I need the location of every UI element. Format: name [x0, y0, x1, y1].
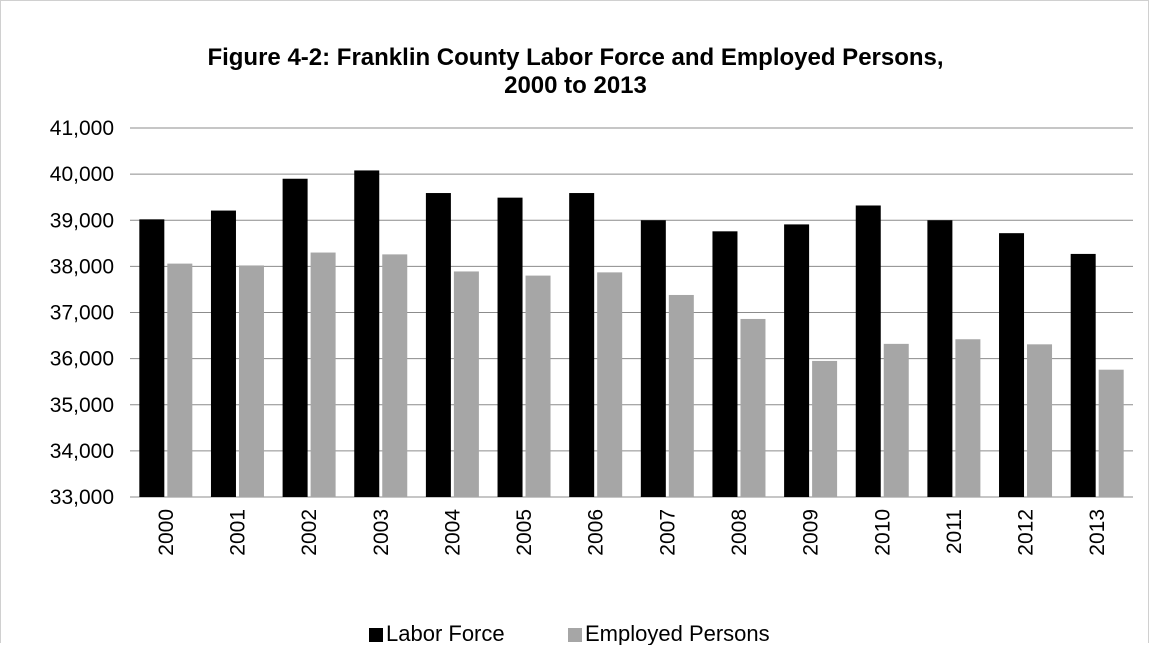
x-tick-label: 2011 — [943, 509, 966, 554]
x-tick-label: 2009 — [800, 509, 823, 556]
bar-employed-persons — [883, 343, 909, 497]
bar-employed-persons — [238, 265, 264, 497]
bar-labor-force — [210, 210, 236, 497]
y-tick-label: 34,000 — [50, 440, 114, 463]
x-tick-label: 2013 — [1086, 509, 1109, 556]
x-tick-label: 2010 — [871, 509, 894, 556]
chart-title-line-1: Figure 4-2: Franklin County Labor Force … — [207, 44, 944, 71]
bar-employed-persons — [812, 360, 838, 497]
bar-labor-force — [784, 224, 810, 497]
bar-labor-force — [139, 219, 165, 497]
x-tick-label: 2012 — [1015, 509, 1038, 556]
bar-labor-force — [354, 170, 380, 497]
bar-employed-persons — [1098, 369, 1124, 497]
bar-employed-persons — [310, 252, 336, 497]
legend-label-labor-force: Labor Force — [386, 621, 505, 645]
chart-title-line-2: 2000 to 2013 — [504, 72, 647, 99]
bar-employed-persons — [525, 275, 551, 497]
y-tick-label: 39,000 — [50, 209, 114, 232]
bar-employed-persons — [668, 294, 694, 497]
bar-labor-force — [497, 197, 523, 497]
legend: Labor Force Employed Persons — [369, 621, 770, 645]
x-tick-label: 2000 — [155, 509, 178, 556]
y-tick-label: 36,000 — [50, 348, 114, 371]
gridlines — [130, 127, 1133, 498]
y-axis-labels: 33,000 34,000 35,000 36,000 37,000 38,000 39,0… — [50, 117, 114, 509]
x-axis-labels: 2000 2001 2002 2003 2004 2005 2006 2007 2008 2009… — [155, 509, 1109, 556]
chart-title: Figure 4-2: Franklin County Labor Force … — [0, 44, 1151, 100]
bar-employed-persons — [1027, 344, 1053, 497]
bar-employed-persons — [382, 254, 408, 497]
bar-employed-persons — [740, 318, 766, 497]
bar-labor-force — [569, 193, 595, 497]
bar-employed-persons — [955, 339, 981, 497]
y-tick-label: 35,000 — [50, 394, 114, 417]
x-tick-label: 2005 — [513, 509, 536, 556]
bar-labor-force — [999, 233, 1025, 498]
bar-labor-force — [425, 193, 451, 497]
bar-employed-persons — [597, 272, 623, 497]
bars — [139, 170, 1124, 498]
y-tick-label: 40,000 — [50, 163, 114, 186]
x-tick-label: 2001 — [226, 509, 249, 556]
x-tick-label: 2008 — [728, 509, 751, 556]
y-tick-label: 41,000 — [50, 117, 114, 140]
x-tick-label: 2003 — [370, 509, 393, 556]
bar-labor-force — [855, 205, 881, 498]
bar-labor-force — [1070, 253, 1096, 497]
bar-employed-persons — [453, 271, 479, 497]
legend-swatch-labor-force — [369, 628, 383, 642]
bar-employed-persons — [167, 263, 193, 497]
y-tick-label: 38,000 — [50, 255, 114, 278]
x-tick-label: 2004 — [441, 509, 464, 556]
bar-labor-force — [927, 220, 953, 497]
bar-labor-force — [640, 220, 666, 497]
y-tick-label: 37,000 — [50, 302, 114, 325]
legend-label-employed-persons: Employed Persons — [585, 621, 770, 645]
x-tick-label: 2006 — [585, 509, 608, 556]
bar-labor-force — [282, 178, 308, 498]
x-tick-label: 2007 — [656, 509, 679, 556]
x-tick-label: 2002 — [298, 509, 321, 556]
y-tick-label: 33,000 — [50, 486, 114, 509]
legend-swatch-employed-persons — [568, 628, 582, 642]
bar-labor-force — [712, 231, 738, 497]
